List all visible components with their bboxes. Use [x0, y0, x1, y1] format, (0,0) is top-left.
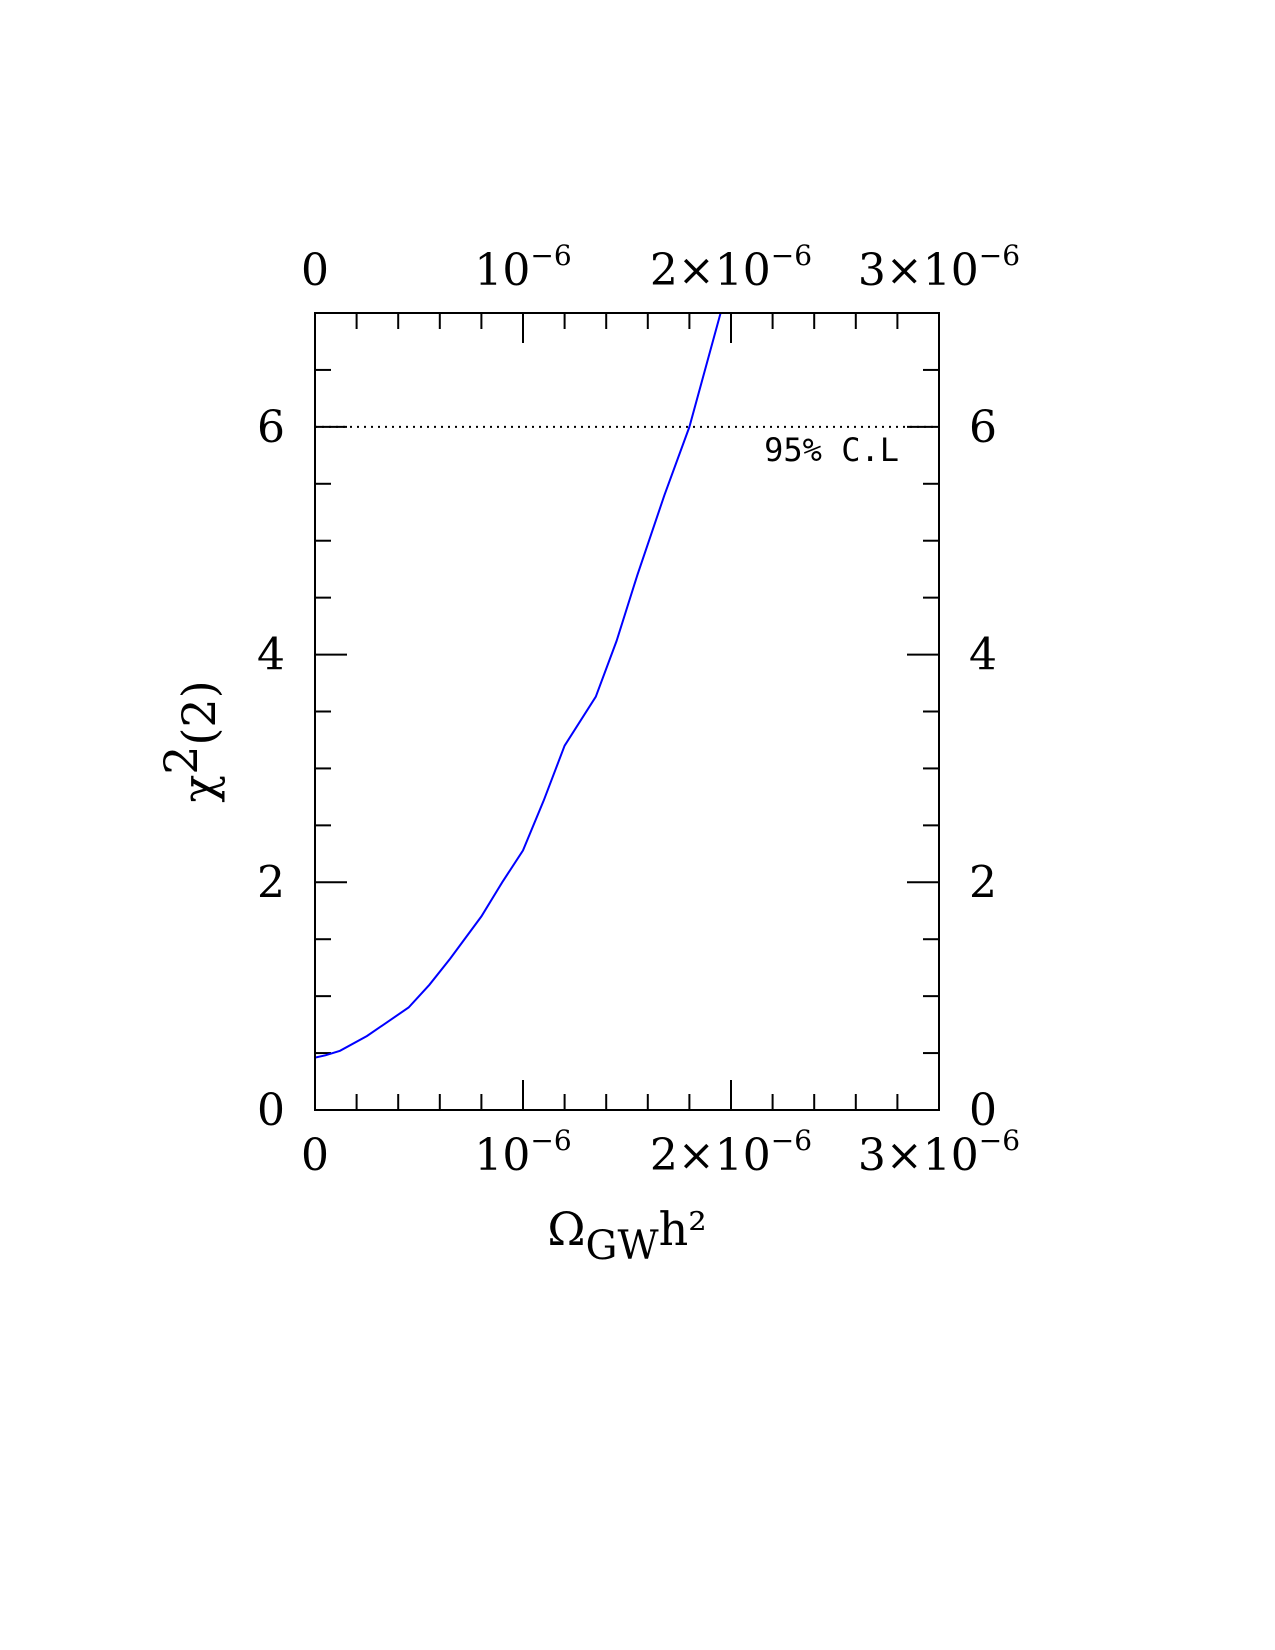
y-tick-label: 0 [257, 1085, 285, 1136]
y-tick-label-right: 6 [969, 402, 997, 453]
x-axis-label-rest: h² [659, 1202, 707, 1256]
x-tick-label-top: 0 [301, 245, 329, 296]
chi-squared-curve [314, 312, 722, 1059]
plot-frame [314, 312, 940, 1111]
y-axis-label-rest: (2) [172, 680, 226, 745]
x-axis-label-omega: Ω [547, 1202, 585, 1256]
x-tick-label: 10−6 [474, 1124, 571, 1181]
x-tick-label: 3×10−6 [858, 1124, 1020, 1181]
y-tick-label: 2 [257, 857, 285, 908]
y-axis-label-superscript: 2 [154, 746, 208, 775]
y-axis-label-chi: χ [172, 775, 226, 803]
y-tick-label-right: 0 [969, 1085, 997, 1136]
y-tick-label: 4 [257, 630, 285, 681]
x-axis-label-subscript: GW [585, 1223, 658, 1269]
x-tick-label: 2×10−6 [650, 1124, 812, 1181]
confidence-level-label: 95% C.L [764, 431, 899, 469]
x-tick-label-top: 10−6 [474, 239, 571, 296]
y-axis-label: χ2(2) [154, 680, 226, 802]
tick-labels: 0 10−6 2×10−6 3×10−60 10−6 2×10−6 3×10−60 02 24 4… [257, 239, 1020, 1181]
y-tick-label-right: 2 [969, 857, 997, 908]
x-tick-label: 0 [301, 1130, 329, 1181]
x-tick-label-top: 3×10−6 [858, 239, 1020, 296]
x-axis-label: ΩGWh² [547, 1202, 706, 1269]
y-tick-label-right: 4 [969, 630, 997, 681]
y-tick-label: 6 [257, 402, 285, 453]
x-tick-label-top: 2×10−6 [650, 239, 812, 296]
